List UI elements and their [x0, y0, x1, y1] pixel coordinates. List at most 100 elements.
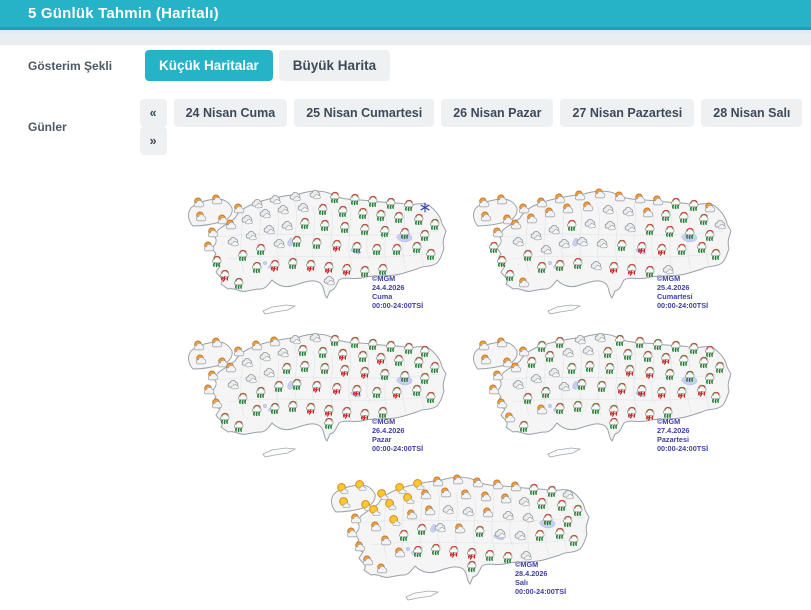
- thunderstorm-icon: [312, 380, 322, 393]
- partly-cloudy-icon: [251, 340, 263, 351]
- cloudy-icon: [442, 505, 454, 515]
- cloudy-icon: [662, 265, 674, 275]
- rain-shower-icon: [318, 203, 328, 216]
- rain-shower-icon: [615, 334, 625, 347]
- rain-shower-icon: [298, 344, 308, 357]
- partly-cloudy-icon: [195, 354, 207, 365]
- cloudy-icon: [227, 380, 239, 390]
- rain-shower-icon: [234, 277, 244, 290]
- partly-cloudy-icon: [203, 384, 215, 395]
- rain-shower-icon: [555, 402, 565, 415]
- partly-cloudy-icon: [478, 340, 490, 351]
- rain-shower-icon: [400, 370, 410, 383]
- rain-shower-icon: [577, 378, 587, 391]
- map-date: 28.4.2026: [515, 569, 547, 578]
- rain-shower-icon: [380, 368, 390, 381]
- map-copyright: ©MGM: [657, 417, 680, 426]
- days-prev-button[interactable]: «: [139, 99, 167, 127]
- map-date: 25.4.2026: [657, 283, 689, 292]
- sunny-icon: [368, 505, 380, 517]
- partly-cloudy-icon: [488, 384, 500, 395]
- partly-cloudy-icon: [518, 203, 530, 214]
- rain-shower-icon: [555, 259, 565, 272]
- display-option-0[interactable]: Küçük Haritalar: [145, 50, 273, 81]
- thunderstorm-icon: [609, 261, 619, 274]
- rain-shower-icon: [358, 207, 368, 220]
- thunderstorm-icon: [627, 263, 637, 276]
- partly-cloudy-icon: [424, 505, 435, 516]
- rain-shower-icon: [699, 213, 709, 226]
- turkey-map-svg: ©MGM 24.4.2026 Cuma 00:00-24:00TSİ: [188, 190, 447, 315]
- partly-cloudy-icon: [492, 370, 504, 381]
- rain-shower-icon: [324, 417, 334, 430]
- partly-cloudy-icon: [518, 277, 530, 288]
- rain-shower-icon: [282, 362, 292, 375]
- rain-shower-icon: [352, 241, 362, 254]
- partly-cloudy-icon: [504, 412, 516, 423]
- day-button-1[interactable]: 25 Nisan Cumartesi: [294, 99, 435, 127]
- rain-shower-icon: [617, 239, 627, 252]
- rain-shower-icon: [497, 255, 507, 268]
- thunderstorm-icon: [627, 406, 637, 419]
- rain-shower-icon: [689, 342, 699, 355]
- thunderstorm-icon: [306, 259, 316, 272]
- thunderstorm-icon: [360, 408, 370, 421]
- rain-shower-icon: [426, 391, 436, 404]
- partly-cloudy-icon: [510, 362, 522, 373]
- thunderstorm-icon: [270, 259, 280, 272]
- partly-cloudy-icon: [634, 193, 646, 204]
- rain-shower-icon: [380, 225, 390, 238]
- rain-shower-icon: [252, 261, 262, 274]
- rain-shower-icon: [412, 241, 422, 254]
- cloudy-icon: [323, 276, 335, 286]
- rain-shower-icon: [386, 197, 396, 210]
- cloudy-icon: [548, 368, 560, 378]
- thunderstorm-icon: [360, 366, 370, 379]
- cloudy-icon: [273, 239, 285, 249]
- rain-shower-icon: [554, 527, 564, 540]
- display-option-1[interactable]: Büyük Harita: [278, 50, 391, 81]
- day-button-3[interactable]: 27 Nisan Pazartesi: [560, 99, 695, 127]
- rain-shower-icon: [404, 199, 414, 212]
- cloudy-icon: [241, 215, 253, 225]
- cloudy-icon: [514, 531, 526, 541]
- forecast-map-card-3: ©MGM 27.4.2026 Pazartesi 00:00-24:00TSİ: [458, 322, 735, 462]
- partly-cloudy-icon: [510, 219, 522, 230]
- map-time: 00:00-24:00TSİ: [657, 301, 708, 310]
- rain-shower-icon: [665, 225, 675, 238]
- map-day: Cuma: [372, 292, 393, 301]
- rain-shower-icon: [555, 336, 565, 349]
- header-highlight-strip: [0, 30, 811, 33]
- partly-cloudy-icon: [420, 489, 431, 500]
- cloudy-icon: [289, 335, 301, 345]
- day-buttons: «24 Nisan Cuma 25 Nisan Cumartesi 26 Nisan…: [139, 99, 811, 155]
- thunderstorm-icon: [332, 239, 342, 252]
- rain-shower-icon: [412, 384, 422, 397]
- map-date: 24.4.2026: [372, 283, 404, 292]
- day-button-4[interactable]: 28 Nisan Salı: [701, 99, 803, 127]
- display-options: Küçük Haritalar Büyük Harita: [145, 50, 396, 81]
- cloudy-icon: [520, 551, 532, 561]
- rain-shower-icon: [541, 386, 551, 399]
- cyprus-outline: [262, 447, 297, 458]
- rain-shower-icon: [430, 543, 440, 556]
- partly-cloudy-icon: [480, 354, 492, 365]
- rain-shower-icon: [330, 334, 340, 347]
- rain-shower-icon: [519, 420, 529, 433]
- sunny-icon: [388, 515, 400, 527]
- rain-shower-icon: [274, 380, 284, 393]
- cloudy-icon: [530, 231, 542, 241]
- rain-shower-icon: [534, 529, 544, 542]
- partly-cloudy-icon: [193, 340, 205, 351]
- day-button-2[interactable]: 26 Nisan Pazar: [441, 99, 554, 127]
- rain-shower-icon: [484, 549, 494, 562]
- rain-shower-icon: [685, 370, 695, 383]
- partly-cloudy-icon: [502, 214, 514, 225]
- rain-shower-icon: [474, 525, 484, 538]
- days-next-button[interactable]: »: [139, 127, 167, 155]
- rain-shower-icon: [663, 406, 673, 419]
- sunny-icon: [412, 479, 424, 491]
- thunderstorm-icon: [637, 384, 647, 397]
- cloudy-icon: [518, 497, 530, 507]
- day-button-0[interactable]: 24 Nisan Cuma: [173, 99, 288, 127]
